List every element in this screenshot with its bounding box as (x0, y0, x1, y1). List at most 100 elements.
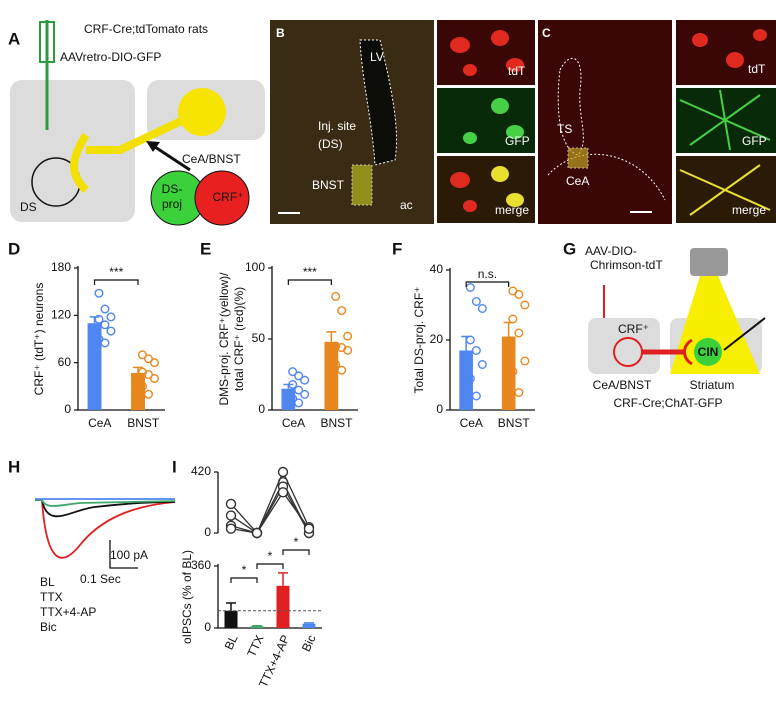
bar (87, 323, 102, 410)
data-point (337, 306, 347, 316)
panel-letter: H (8, 457, 20, 476)
cea-box (567, 147, 589, 169)
cells (679, 89, 771, 151)
syringe (39, 21, 55, 63)
significance-label: * (294, 535, 299, 549)
cells (692, 29, 767, 68)
arrow (151, 143, 191, 172)
series-line (230, 480, 310, 535)
y-axis-label: DMS-proj. CRF⁺(yellow)/ (217, 272, 231, 406)
data-point (337, 365, 347, 375)
label: AAVretro-DIO-GFP (60, 50, 161, 64)
y-tick-label: 0 (258, 402, 265, 416)
panel-c: C TS CeA tdT GFP merge (538, 20, 776, 224)
panel-g: G AAV-DIO- Chrimson-tdT CRF⁺ CIN CeA/BNS… (563, 239, 766, 410)
series-line (230, 470, 310, 534)
label: CRF-Cre;ChAT-GFP (613, 396, 722, 410)
data-point (277, 466, 289, 478)
data-point (343, 331, 353, 341)
label: tdT (748, 62, 766, 76)
label: DS (20, 200, 37, 214)
data-point (143, 389, 153, 399)
data-point (520, 356, 530, 366)
significance-bracket (287, 279, 332, 285)
bar (276, 585, 290, 628)
label: AAV-DIO- (585, 244, 637, 258)
y-tick-label: 50 (252, 331, 266, 345)
bar (250, 626, 264, 628)
label: LV (370, 50, 384, 64)
label: CRF⁺ (213, 190, 244, 204)
error-bar (226, 602, 236, 611)
panel-letter: B (276, 26, 285, 40)
trace (35, 499, 176, 559)
micrograph (538, 20, 672, 224)
x-tick-label: CeA (282, 416, 305, 430)
label: merge (495, 203, 529, 217)
data-point (94, 314, 104, 324)
axon (86, 108, 202, 154)
terminal (70, 132, 90, 193)
arrowhead (146, 141, 160, 152)
data-point (294, 385, 304, 395)
bnst-box (351, 164, 373, 206)
panel-letter: I (172, 457, 177, 476)
y-tick-label: 180 (51, 260, 71, 274)
panel-letter: E (200, 239, 211, 258)
data-point (465, 335, 475, 345)
x-tick-label: CeA (88, 416, 111, 430)
label: Chrimson-tdT (590, 258, 663, 272)
data-point (225, 523, 237, 534)
label: GFP (505, 134, 530, 148)
data-point (225, 510, 237, 521)
data-point (294, 398, 304, 408)
micrograph-tdt (437, 20, 535, 85)
bar (224, 610, 238, 628)
label: CIN (698, 345, 719, 359)
cea-region (588, 318, 660, 374)
panel-letter: F (392, 239, 402, 258)
data-point (303, 523, 315, 534)
data-point (300, 375, 310, 385)
data-point (514, 290, 524, 300)
trace (35, 499, 176, 507)
data-point (514, 388, 524, 398)
significance-label: *** (303, 265, 317, 279)
y-axis-label: CRF⁺ (tdT⁺) neurons (32, 283, 46, 396)
significance-bracket (230, 577, 258, 583)
cells (450, 30, 524, 76)
data-point (288, 394, 298, 404)
label: CRF-Cre;tdTomato rats (84, 22, 208, 36)
y-tick-label: 0 (204, 620, 211, 634)
legend-label: BL (40, 575, 55, 589)
data-point (100, 304, 110, 314)
x-tick-label: Bic (299, 633, 319, 654)
significance-label: *** (109, 265, 123, 279)
panel-letter: D (8, 239, 20, 258)
data-point (225, 498, 237, 510)
cells (450, 166, 524, 212)
micrograph-merge (437, 156, 535, 223)
data-point (137, 350, 147, 360)
y-tick-label: 40 (430, 262, 444, 276)
panel-letter: C (542, 26, 551, 40)
significance-label: n.s. (478, 267, 497, 281)
label: merge (732, 203, 766, 217)
cells (463, 98, 524, 144)
y-axis-label: total CRF⁺ (red)(%) (232, 287, 246, 391)
label: CeA/BNST (593, 378, 652, 392)
data-point (508, 367, 518, 377)
error-bar (278, 572, 288, 586)
data-point (106, 312, 116, 322)
series-line (230, 491, 310, 534)
data-point (294, 371, 304, 381)
significance-label: * (242, 563, 247, 577)
error-bar (252, 625, 262, 627)
ventricle (359, 39, 397, 166)
bar (459, 350, 473, 410)
data-point (477, 360, 487, 370)
